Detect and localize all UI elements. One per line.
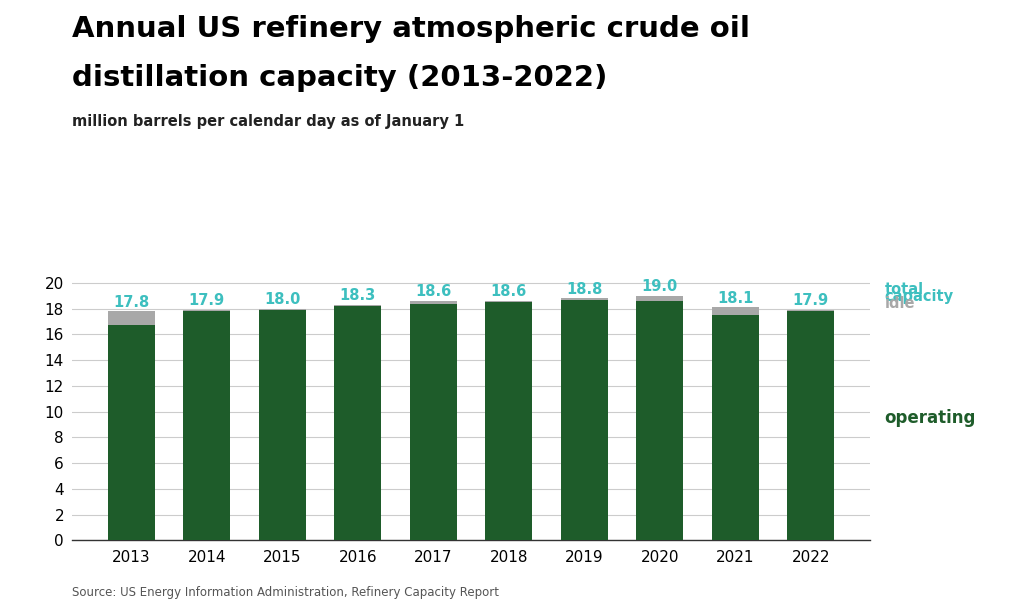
Text: 17.8: 17.8 (114, 295, 150, 310)
Bar (335, 305, 381, 306)
Bar (410, 303, 457, 540)
Bar (183, 310, 230, 311)
Bar (410, 301, 457, 303)
Bar (485, 302, 532, 540)
Text: 19.0: 19.0 (642, 279, 678, 294)
Bar (108, 311, 155, 325)
Bar (561, 298, 607, 300)
Text: 18.6: 18.6 (490, 284, 527, 300)
Bar (259, 310, 306, 540)
Text: 17.9: 17.9 (793, 293, 828, 308)
Text: operating: operating (885, 409, 976, 427)
Text: 18.6: 18.6 (415, 284, 452, 300)
Text: Source: US Energy Information Administration, Refinery Capacity Report: Source: US Energy Information Administra… (72, 586, 499, 599)
Text: distillation capacity (2013-2022): distillation capacity (2013-2022) (72, 64, 607, 93)
Bar (183, 311, 230, 540)
Bar (712, 308, 759, 315)
Text: total: total (885, 282, 924, 297)
Bar (561, 300, 607, 540)
Bar (485, 301, 532, 302)
Bar (787, 311, 835, 540)
Bar (636, 301, 683, 540)
Text: Annual US refinery atmospheric crude oil: Annual US refinery atmospheric crude oil (72, 15, 750, 44)
Bar (636, 296, 683, 301)
Bar (335, 306, 381, 540)
Text: idle: idle (885, 296, 915, 311)
Text: million barrels per calendar day as of January 1: million barrels per calendar day as of J… (72, 114, 464, 128)
Text: 17.9: 17.9 (188, 293, 225, 308)
Text: 18.1: 18.1 (717, 291, 754, 306)
Bar (787, 310, 835, 311)
Text: 18.3: 18.3 (340, 289, 376, 303)
Bar (108, 325, 155, 540)
Text: 18.0: 18.0 (264, 292, 300, 307)
Text: capacity: capacity (885, 289, 954, 304)
Bar (712, 315, 759, 540)
Text: 18.8: 18.8 (566, 282, 602, 297)
Bar (259, 309, 306, 310)
